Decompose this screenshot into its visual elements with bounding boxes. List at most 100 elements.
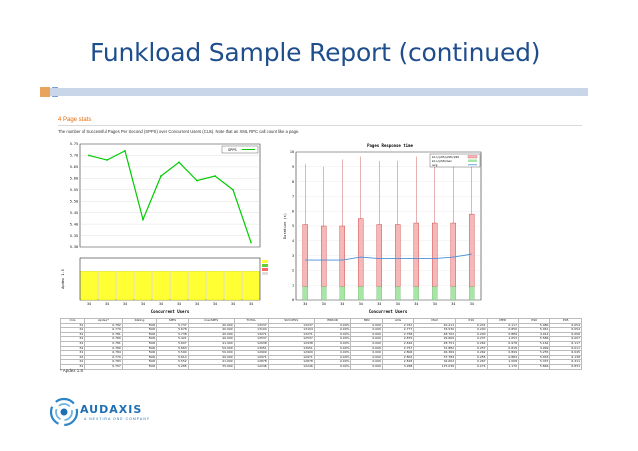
left-x-tick-label: 34 xyxy=(105,302,109,306)
response-legend-swatch-2 xyxy=(468,159,477,162)
spps-legend-box xyxy=(221,145,259,154)
response-y-tick-label: 4 xyxy=(292,239,294,243)
table-row: 34 0.780 FAIR 5.663 59.000 13051 13051 0.00% 0.0… xyxy=(59,345,582,352)
slide-title: Funkload Sample Report (continued) xyxy=(90,38,541,67)
apdex-axis-label: Apdex 1.5 xyxy=(61,269,65,288)
right-x-tick-label: 34 xyxy=(414,302,418,306)
left-x-tick-label: 34 xyxy=(213,302,217,306)
spps-y-tick-label: 5.45 xyxy=(70,211,78,215)
response-box xyxy=(339,225,345,287)
table-cell: 0.000 xyxy=(350,363,383,370)
table-cell: 175.036 xyxy=(413,363,457,370)
apdex-bar xyxy=(152,271,170,301)
table-cell: 0.274 xyxy=(455,363,488,370)
response-y-tick-label: 2 xyxy=(292,269,294,273)
spps-point xyxy=(232,188,234,191)
table-cell: 0.757 xyxy=(84,363,123,370)
apdex-legend-swatch-4 xyxy=(262,272,268,275)
left-x-tick-label: 34 xyxy=(177,302,181,306)
right-x-tick-label: 34 xyxy=(377,302,381,306)
section-heading: 4 Page stats xyxy=(58,117,92,123)
response-box xyxy=(376,224,382,287)
spps-y-tick-label: 5.40 xyxy=(70,222,78,226)
apdex-bar xyxy=(98,271,116,301)
response-chart-title: Pages Response time xyxy=(367,143,413,148)
response-y-tick-label: 0 xyxy=(292,298,294,302)
response-min-box xyxy=(321,286,327,301)
audaxis-logo xyxy=(49,397,79,427)
response-y-tick-label: 6 xyxy=(292,209,294,213)
response-box xyxy=(358,218,364,287)
spps-plot-area xyxy=(79,143,261,248)
response-box xyxy=(395,224,401,287)
table-cell: 1.170 xyxy=(486,363,520,370)
logo-subtitle: A NEXTIRA ONE COMPANY xyxy=(84,417,151,421)
left-x-tick-label: 34 xyxy=(195,302,199,306)
right-x-tick-label: 34 xyxy=(470,302,474,306)
table-cell: 0.00% xyxy=(313,363,352,370)
response-min-box xyxy=(302,286,308,301)
apdex-bar xyxy=(170,271,188,301)
spps-point xyxy=(160,175,162,177)
apdex-bar xyxy=(224,271,242,301)
table-cell: 35.000 xyxy=(187,363,235,370)
response-min-box xyxy=(432,286,438,301)
apdex-legend-swatch-1 xyxy=(262,260,268,263)
response-box xyxy=(432,222,438,287)
apdex-legend-swatch-2 xyxy=(262,264,268,267)
table-cell: 5.285 xyxy=(156,363,189,370)
response-legend-label-3: avg xyxy=(432,163,438,167)
spps-point xyxy=(214,175,216,177)
avg-series-line xyxy=(305,253,472,261)
left-x-tick-label: 34 xyxy=(141,302,145,306)
apdex-bar xyxy=(206,271,224,301)
response-y-tick-label: 1 xyxy=(292,283,294,287)
response-min-box xyxy=(395,286,401,301)
table-row: 34 0.784 FAIR 5.590 50.000 12909 12909 0.00% 0.0… xyxy=(59,350,582,356)
spps-y-tick-label: 5.50 xyxy=(70,199,78,203)
spps-point xyxy=(250,241,252,244)
response-y-axis-label: Duration (s) xyxy=(283,213,287,239)
response-min-box xyxy=(339,286,345,301)
left-x-axis-label: Concurrent Users xyxy=(151,309,190,314)
apdex-legend-swatch-3 xyxy=(262,268,268,271)
right-x-tick-label: 34 xyxy=(359,302,363,306)
left-x-tick-label: 34 xyxy=(87,302,91,306)
table-cell: 3.268 xyxy=(381,363,415,370)
logo-text: AUDAXIS xyxy=(80,403,143,416)
apdex-bar xyxy=(116,271,134,301)
spps-y-tick-label: 5.70 xyxy=(70,154,78,158)
spps-y-tick-label: 5.65 xyxy=(70,165,78,169)
spps-point xyxy=(196,179,198,182)
apdex-footnote: * Apdex 1.5 xyxy=(60,368,84,373)
section-description: The number of Successful Pages Per Secon… xyxy=(58,129,300,134)
left-x-tick-label: 34 xyxy=(249,302,253,306)
response-min-box xyxy=(413,286,419,301)
response-y-tick-label: 7 xyxy=(292,195,294,199)
response-legend-swatch-1 xyxy=(467,155,478,159)
table-cell: FAIR xyxy=(121,363,158,370)
table-cell: 6.831 xyxy=(549,363,582,370)
response-y-tick-label: 8 xyxy=(292,180,294,184)
spps-point xyxy=(142,218,144,221)
response-box xyxy=(302,224,308,287)
spps-point xyxy=(178,161,180,164)
response-min-box xyxy=(469,286,475,301)
apdex-bar xyxy=(188,271,206,301)
apdex-bar xyxy=(80,271,98,301)
response-y-tick-label: 5 xyxy=(292,224,294,228)
response-legend-box xyxy=(429,153,481,168)
apdex-legend xyxy=(262,260,268,275)
table-cell: 5.846 xyxy=(517,363,551,370)
response-y-tick-label: 3 xyxy=(292,254,294,258)
spps-y-tick-label: 5.55 xyxy=(70,188,78,192)
response-min-box xyxy=(450,286,456,301)
table-cell: 12246 xyxy=(267,363,315,370)
response-legend: min/p95/p50/p95 min/p50/max avg xyxy=(429,153,481,168)
response-y-tick-label: 9 xyxy=(292,165,294,169)
response-y-tick-label: 10 xyxy=(290,150,294,154)
apdex-bar xyxy=(134,271,152,301)
response-box xyxy=(469,213,475,287)
right-x-tick-label: 34 xyxy=(396,302,400,306)
section-divider xyxy=(58,125,582,126)
